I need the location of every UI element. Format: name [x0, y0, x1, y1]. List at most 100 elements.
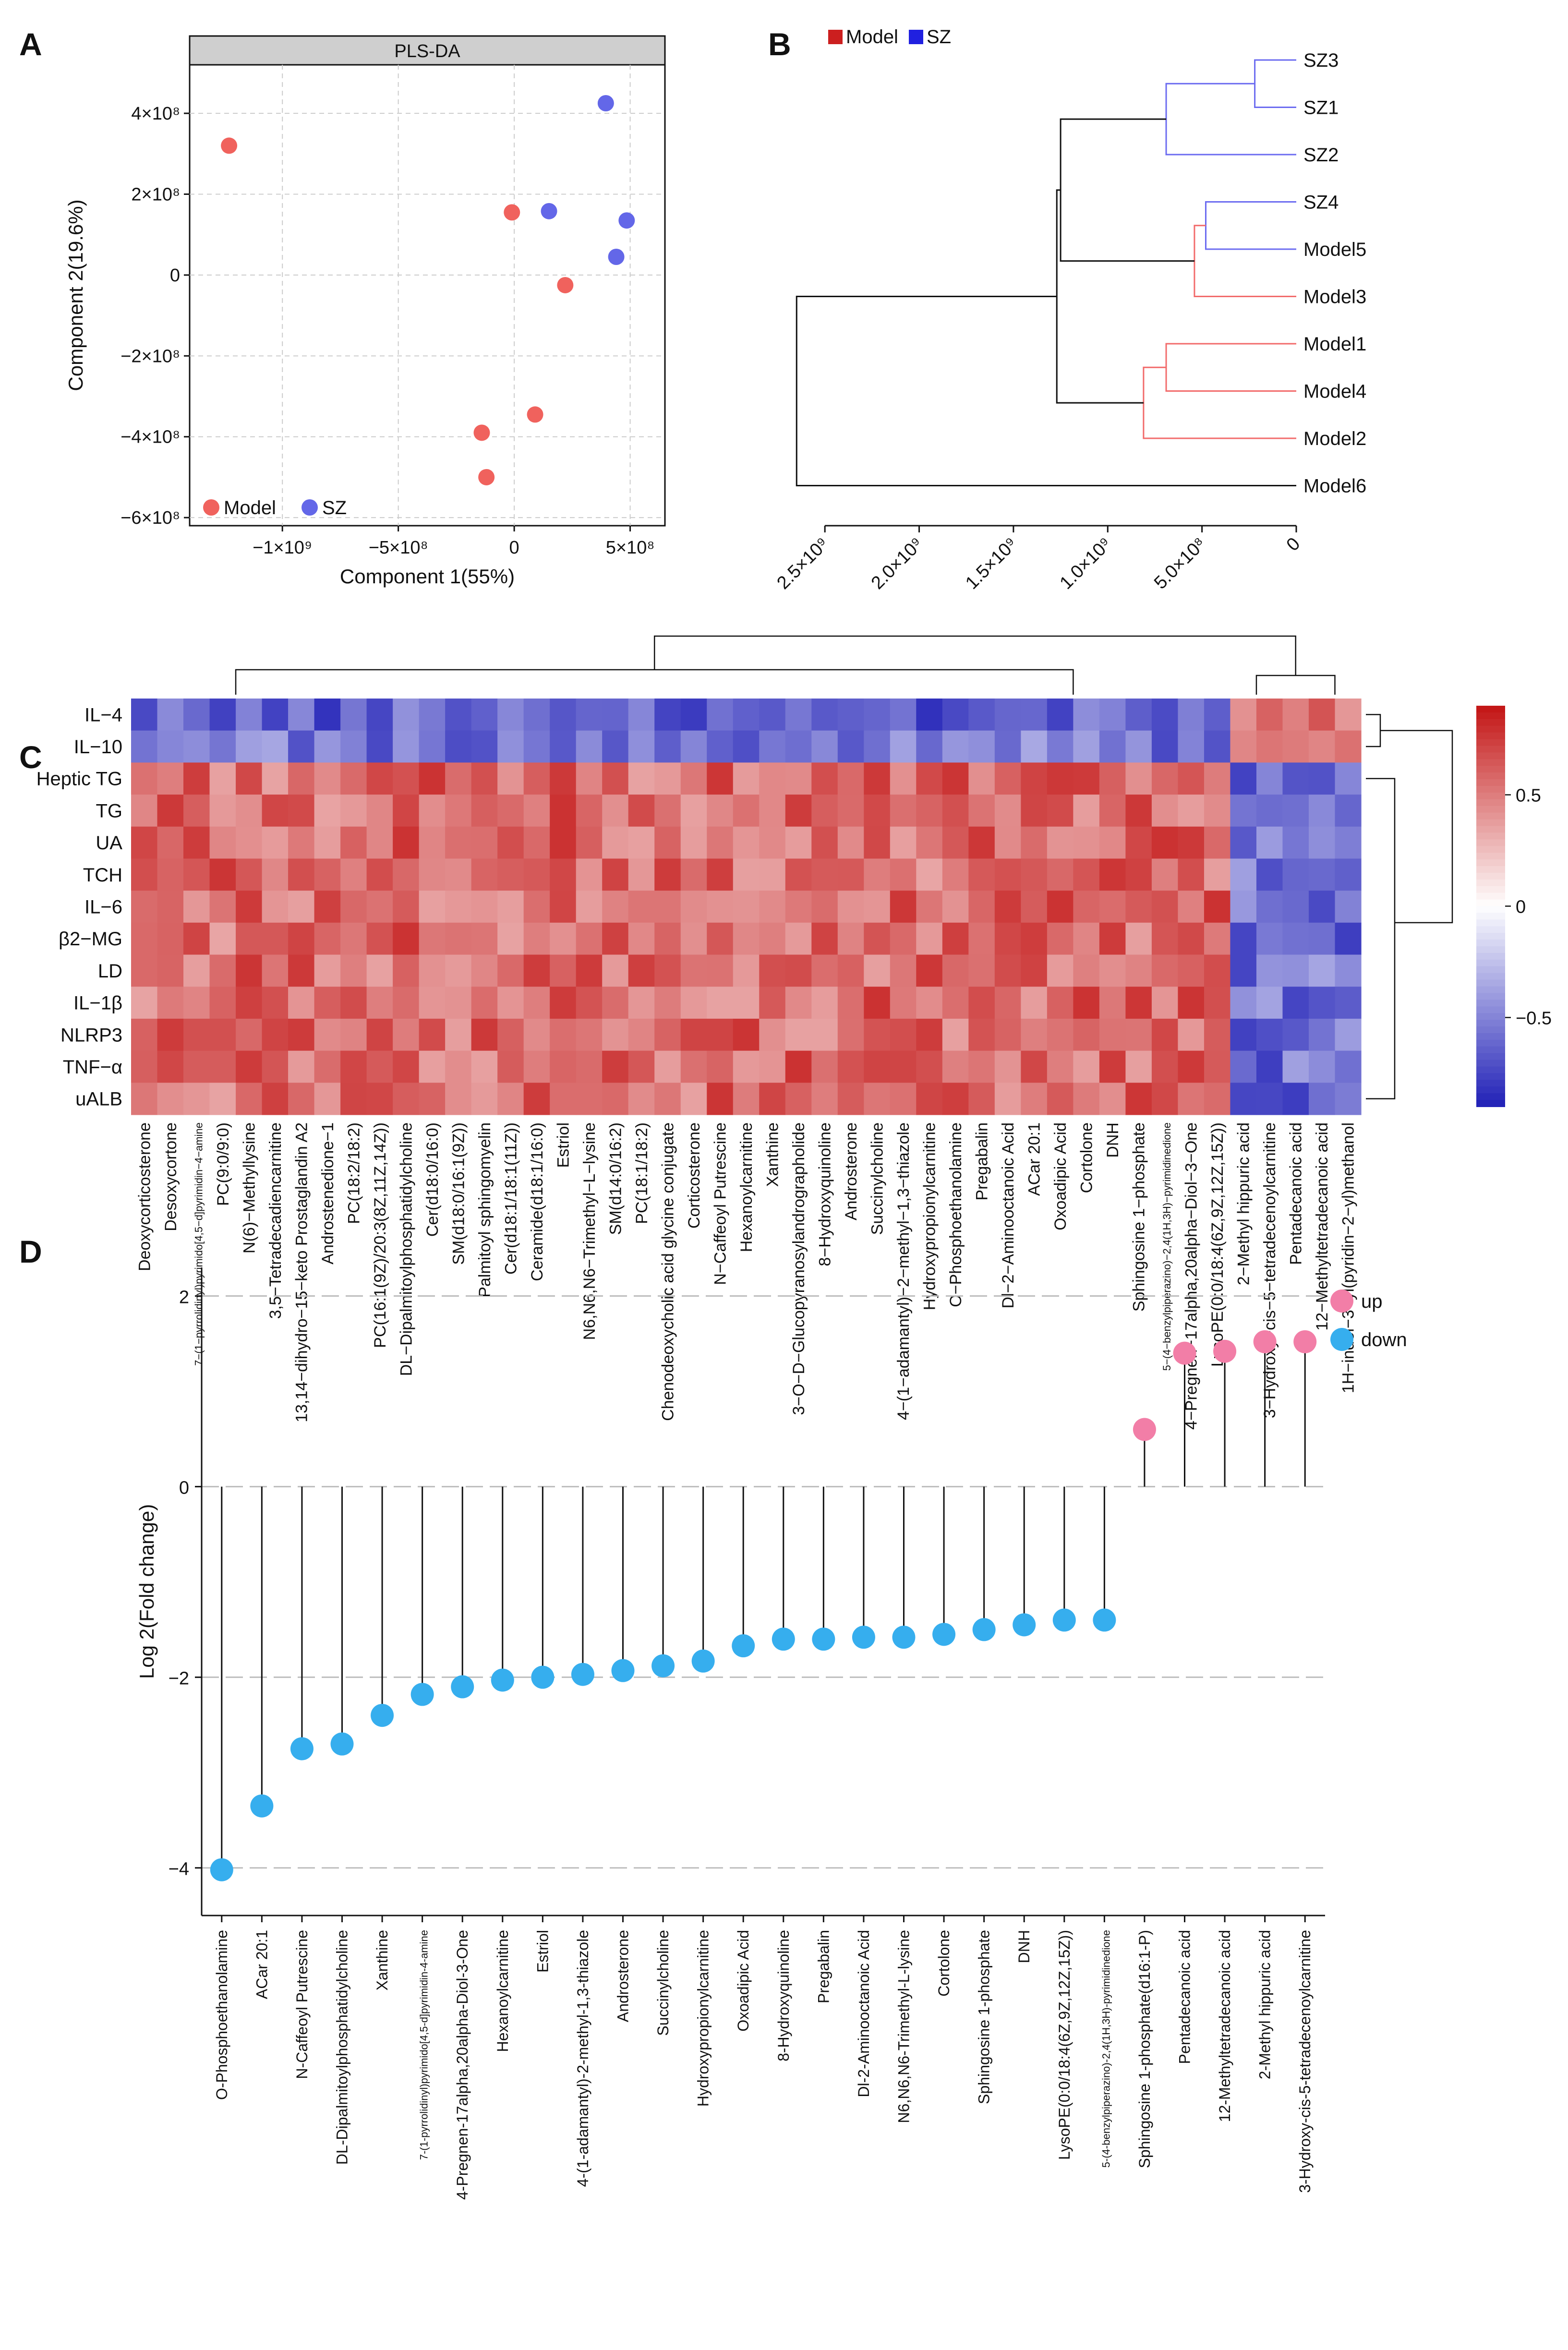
heatmap-cell	[1308, 891, 1336, 923]
heatmap-cell	[1047, 762, 1073, 795]
heatmap-cell	[864, 1018, 891, 1051]
heatmap-cell	[680, 1018, 707, 1051]
heatmap-cell	[733, 699, 760, 731]
heatmap-cell	[288, 762, 315, 795]
heatmap-cell	[157, 858, 184, 891]
heatmap-cell	[497, 762, 524, 795]
heatmap-cell	[707, 795, 734, 827]
heatmap-cell	[419, 922, 446, 955]
heatmap-column-label: DNH	[1104, 1122, 1122, 1158]
lollipop-point-down	[451, 1675, 474, 1699]
heatmap-cell	[680, 730, 707, 763]
heatmap-cell	[209, 1050, 236, 1083]
heatmap-cell	[1047, 954, 1073, 987]
colorbar-segment	[1476, 986, 1505, 994]
heatmap-cell	[785, 858, 812, 891]
colorbar-segment	[1476, 952, 1505, 960]
heatmap-cell	[1230, 1050, 1257, 1083]
heatmap-cell	[1204, 730, 1231, 763]
heatmap-cell	[497, 730, 524, 763]
heatmap-cell	[1073, 954, 1100, 987]
heatmap-cell	[785, 826, 812, 859]
y-tick-label: −4×10⁸	[121, 427, 180, 447]
heatmap-cell	[785, 730, 812, 763]
heatmap-cell	[471, 795, 498, 827]
heatmap-cell	[811, 954, 838, 987]
lollipop-point-up	[1293, 1330, 1317, 1353]
heatmap-cell	[994, 1050, 1021, 1083]
x-axis-title: Component 1(55%)	[340, 565, 515, 588]
heatmap-cell	[628, 858, 655, 891]
heatmap-row-label: IL−4	[84, 704, 122, 725]
heatmap-cell	[628, 1018, 655, 1051]
heatmap-cell	[1021, 826, 1048, 859]
heatmap-cell	[602, 826, 629, 859]
heatmap-cell	[1073, 891, 1100, 923]
heatmap-cell	[994, 1083, 1021, 1115]
heatmap-cell	[1308, 954, 1336, 987]
lollipop-point-down	[330, 1732, 354, 1756]
heatmap-cell	[340, 954, 367, 987]
colorbar-segment	[1476, 913, 1505, 920]
heatmap-cell	[1178, 922, 1205, 955]
lollipop-point-down	[1052, 1608, 1076, 1632]
heatmap-cell	[157, 762, 184, 795]
panel-label-c: C	[19, 739, 42, 775]
heatmap-cell	[314, 954, 341, 987]
x-tick-label: 4-Pregnen-17alpha,20alpha-Diol-3-One	[454, 1930, 471, 2200]
heatmap-cell	[1151, 858, 1179, 891]
heatmap-cell	[131, 730, 158, 763]
heatmap-cell	[837, 1050, 864, 1083]
heatmap-cell	[654, 858, 681, 891]
heatmap-row-label: UA	[96, 832, 122, 854]
x-tick-label: Pentadecanoic acid	[1176, 1930, 1194, 2064]
heatmap-cell	[1178, 891, 1205, 923]
heatmap-cell	[288, 826, 315, 859]
heatmap-cell	[811, 1083, 838, 1115]
heatmap-cell	[1021, 699, 1048, 731]
heatmap-cell	[733, 762, 760, 795]
colorbar-segment	[1476, 759, 1505, 767]
heatmap-cell	[314, 699, 341, 731]
heatmap-cell	[994, 922, 1021, 955]
colorbar-segment	[1476, 779, 1505, 786]
heatmap-cell	[628, 987, 655, 1019]
heatmap-cell	[968, 987, 995, 1019]
heatmap-cell	[654, 987, 681, 1019]
heatmap-cell	[576, 795, 603, 827]
heatmap-cell	[366, 795, 393, 827]
heatmap-cell	[602, 987, 629, 1019]
heatmap-column-label: Palmitoyl sphingomyelin	[476, 1122, 494, 1298]
heatmap-cell	[759, 730, 786, 763]
heatmap-cell	[1204, 1050, 1231, 1083]
x-tick-label: Estriol	[534, 1930, 551, 1973]
heatmap-cell	[811, 858, 838, 891]
heatmap-cell	[262, 922, 289, 955]
heatmap-cell	[602, 795, 629, 827]
heatmap-column-label: 7−(1−pyrrolidinyl)pyrimido[4,5−d]pyrimid…	[193, 1122, 205, 1366]
heatmap-cell	[1282, 699, 1309, 731]
heatmap-cell	[262, 987, 289, 1019]
heatmap-cell	[1204, 954, 1231, 987]
heatmap-column-label: Androsterone	[842, 1122, 860, 1220]
x-tick-label: 5-(4-benzylpiperazino)-2,4(1H,3H)-pyrimi…	[1100, 1930, 1112, 2168]
heatmap-cell	[1335, 795, 1362, 827]
leaf-label-sz4: SZ4	[1303, 192, 1339, 213]
heatmap-cell	[785, 762, 812, 795]
heatmap-cell	[1125, 1083, 1152, 1115]
heatmap-cell	[419, 891, 446, 923]
heatmap-cell	[916, 826, 943, 859]
heatmap-cell	[680, 762, 707, 795]
heatmap-cell	[262, 762, 289, 795]
heatmap-cell	[916, 954, 943, 987]
heatmap-cell	[393, 954, 420, 987]
heatmap-cell	[497, 987, 524, 1019]
heatmap-cell	[1335, 1018, 1362, 1051]
x-tick-label: Sphingosine 1-phosphate(d16:1-P)	[1136, 1930, 1153, 2168]
lollipop-point-down	[210, 1858, 233, 1881]
heatmap-cell	[340, 987, 367, 1019]
heatmap-cell	[288, 1018, 315, 1051]
colorbar-segment	[1476, 1039, 1505, 1047]
heatmap-cell	[1073, 795, 1100, 827]
heatmap-column-label: 8−Hydroxyquinoline	[816, 1122, 834, 1266]
